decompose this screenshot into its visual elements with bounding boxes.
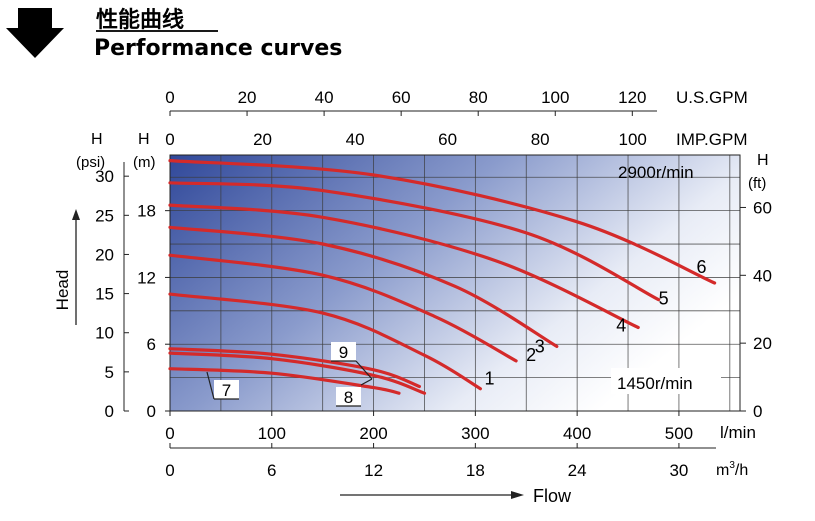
curve-label-9-leader <box>355 360 373 380</box>
psi-tick-label: 15 <box>95 285 114 304</box>
curve-label-7-leader <box>206 371 215 400</box>
m3h-tick-label: 24 <box>568 461 587 480</box>
psi-tick-label: 25 <box>95 206 114 225</box>
m3h-tick-label: 0 <box>165 461 174 480</box>
ft-tick-label: 40 <box>753 266 772 285</box>
curve-label-9: 9 <box>339 343 348 362</box>
ft-tick-label: 0 <box>753 402 762 421</box>
curve-label-1: 1 <box>484 369 494 389</box>
plot-frame <box>169 154 741 412</box>
m-tick-label: 18 <box>137 202 156 221</box>
imp-gpm-tick-label: 60 <box>438 130 457 149</box>
curve-label-8-box <box>336 387 361 406</box>
lmin-tick-label: 200 <box>359 424 387 443</box>
psi-tick-label: 5 <box>105 363 114 382</box>
ft-axis-unit: (ft) <box>748 175 766 192</box>
title-english: Performance curves <box>94 36 342 61</box>
down-arrow-icon <box>6 8 64 58</box>
imp-gpm-label: IMP.GPM <box>676 130 747 149</box>
speed-label-low-box <box>611 368 721 394</box>
us-gpm-tick-label: 60 <box>392 88 411 107</box>
curve-5 <box>168 181 661 302</box>
imp-gpm-tick-label: 20 <box>253 130 272 149</box>
lmin-tick-label: 0 <box>165 424 174 443</box>
psi-tick-label: 0 <box>105 402 114 421</box>
title-chinese: 性能曲线 <box>96 7 184 33</box>
curve-label-4: 4 <box>616 316 626 336</box>
lmin-axis: 0 100 200 300 400 500 <box>165 411 693 443</box>
flow-axis-title: Flow <box>533 486 572 506</box>
imp-gpm-axis: 0 20 40 60 80 100 <box>165 130 647 149</box>
us-gpm-tick-label: 80 <box>469 88 488 107</box>
speed-label-low: 1450r/min <box>617 374 693 393</box>
us-gpm-tick-label: 120 <box>618 88 646 107</box>
psi-axis-h: H <box>91 131 103 148</box>
imp-gpm-tick-label: 0 <box>165 130 174 149</box>
lmin-label: l/min <box>720 423 756 442</box>
m-tick-label: 6 <box>147 335 156 354</box>
head-axis-title: Head <box>53 270 72 311</box>
curve-label-9-box <box>331 342 356 361</box>
us-gpm-tick-label: 40 <box>315 88 334 107</box>
psi-tick-label: 20 <box>95 245 114 264</box>
curve-4 <box>168 203 640 330</box>
lmin-tick-label: 500 <box>665 424 693 443</box>
ft-axis-h: H <box>757 152 769 169</box>
curve-label-3: 3 <box>535 336 545 356</box>
psi-tick-label: 10 <box>95 324 114 343</box>
ft-axis: 0 20 40 60 <box>740 198 772 421</box>
us-gpm-label: U.S.GPM <box>676 88 748 107</box>
curve-label-8-leader <box>360 378 373 386</box>
lmin-tick-label: 400 <box>563 424 591 443</box>
us-gpm-tick-label: 100 <box>541 88 569 107</box>
curve-label-5: 5 <box>659 289 669 309</box>
imp-gpm-tick-label: 40 <box>346 130 365 149</box>
us-gpm-tick-label: 20 <box>238 88 257 107</box>
imp-gpm-tick-label: 100 <box>619 130 647 149</box>
curve-label-7: 7 <box>222 381 231 400</box>
m3h-label: m3/h <box>716 460 748 479</box>
m-axis-unit: (m) <box>133 154 156 171</box>
us-gpm-tick-label: 0 <box>165 88 174 107</box>
curve-label-8: 8 <box>344 388 353 407</box>
curve-label-6: 6 <box>697 257 707 277</box>
lmin-tick-label: 100 <box>258 424 286 443</box>
curve-7 <box>168 367 401 395</box>
m3h-axis: 0 6 12 18 24 30 <box>165 443 688 480</box>
m-axis-h: H <box>138 131 150 148</box>
psi-axis: 0 5 10 15 20 25 30 <box>95 167 129 421</box>
m3h-tick-label: 30 <box>669 461 688 480</box>
speed-label-high: 2900r/min <box>618 163 694 182</box>
curve-8 <box>168 351 427 395</box>
us-gpm-axis: 0 20 40 60 80 100 120 <box>165 88 646 116</box>
curve-3 <box>168 225 559 348</box>
psi-axis-unit: (psi) <box>76 154 105 171</box>
m3h-tick-label: 18 <box>466 461 485 480</box>
m-tick-label: 0 <box>147 402 156 421</box>
ft-tick-label: 60 <box>753 198 772 217</box>
curve-9 <box>168 347 421 389</box>
flow-arrow-icon <box>511 491 524 499</box>
psi-tick-label: 30 <box>95 167 114 186</box>
m3h-tick-label: 6 <box>267 461 276 480</box>
m-tick-label: 12 <box>137 268 156 287</box>
head-arrow-icon <box>72 209 80 220</box>
curve-2 <box>168 253 518 363</box>
lmin-tick-label: 300 <box>461 424 489 443</box>
pump-curves <box>168 159 717 395</box>
m3h-tick-label: 12 <box>364 461 383 480</box>
curve-1 <box>168 292 482 391</box>
imp-gpm-tick-label: 80 <box>531 130 550 149</box>
ft-tick-label: 20 <box>753 334 772 353</box>
m-axis: 0 6 12 18 <box>137 202 170 421</box>
curve-label-2: 2 <box>526 345 536 365</box>
curve-label-7-box <box>214 380 239 399</box>
curve-6 <box>168 159 717 285</box>
